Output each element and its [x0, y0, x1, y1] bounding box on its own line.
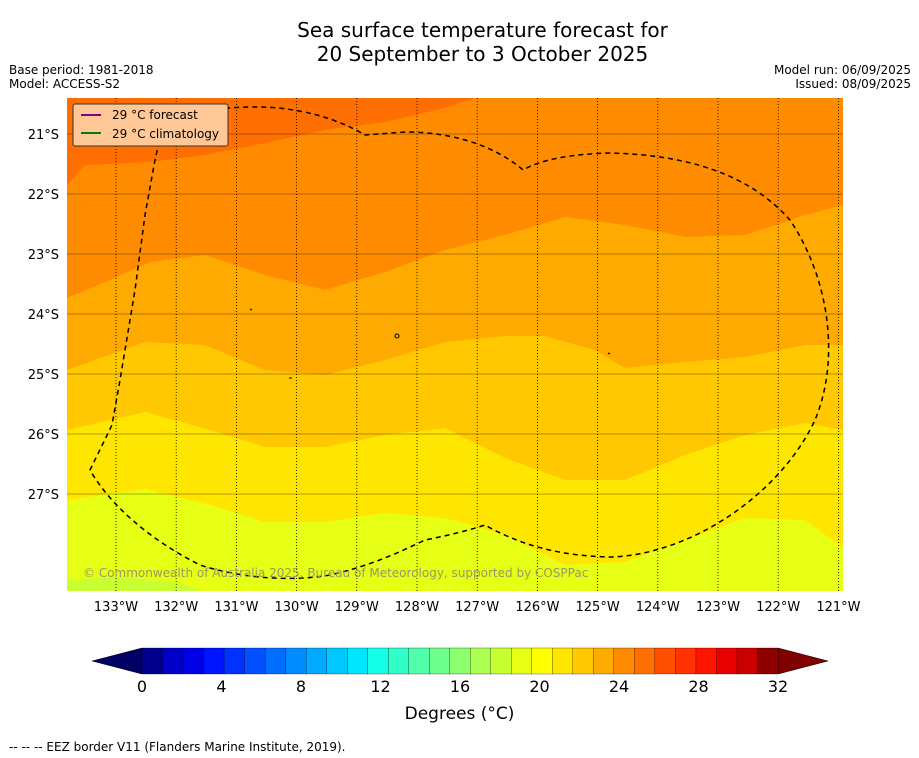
sst-map: © Commonwealth of Australia 2025, Bureau… — [67, 98, 843, 591]
colorbar-under-arrow — [91, 647, 143, 675]
lon-label: 131°W — [214, 600, 258, 615]
lon-label: 121°W — [816, 600, 860, 615]
island-marker — [249, 308, 253, 311]
colorbar-segment — [593, 647, 615, 675]
colorbar-label: Degrees (°C) — [0, 704, 919, 724]
lon-label: 126°W — [515, 600, 559, 615]
colorbar-segment — [470, 647, 492, 675]
colorbar-segment — [449, 647, 471, 675]
lon-label: 129°W — [335, 600, 379, 615]
latitude-labels: 21°S 22°S 23°S 24°S 25°S 26°S 27°S — [28, 128, 59, 503]
colorbar-tick-label: 32 — [768, 677, 788, 696]
colorbar-tick-label: 16 — [450, 677, 470, 696]
colorbar-segment — [244, 647, 266, 675]
colorbar-segment — [182, 647, 204, 675]
lon-label: 132°W — [154, 600, 198, 615]
lon-label: 124°W — [636, 600, 680, 615]
colorbar-tick-label: 0 — [137, 677, 147, 696]
colorbar-tick-label: 8 — [296, 677, 306, 696]
longitude-labels: 133°W 132°W 131°W 130°W 129°W 128°W 127°W 126°W… — [94, 600, 861, 615]
colorbar-tick-label: 28 — [688, 677, 708, 696]
island-marker — [394, 333, 400, 339]
legend-box — [72, 103, 229, 147]
legend-forecast-label: 29 °C forecast — [112, 108, 198, 122]
colorbar-segment — [429, 647, 451, 675]
title-line-2: 20 September to 3 October 2025 — [316, 42, 649, 66]
meta-left: Base period: 1981-2018 Model: ACCESS-S2 — [9, 63, 154, 91]
legend-climatology-label: 29 °C climatology — [112, 127, 219, 141]
colorbar-segment — [716, 647, 738, 675]
colorbar-segment — [326, 647, 348, 675]
band-25-26 — [67, 98, 843, 298]
colorbar-segment — [203, 647, 225, 675]
map-legend: 29 °C forecast 29 °C climatology — [72, 103, 229, 147]
band-20-21 — [67, 577, 200, 591]
model-run: Model run: 06/09/2025 — [773, 63, 911, 77]
colorbar-tick-label: 4 — [216, 677, 226, 696]
colorbar-tick-label: 12 — [370, 677, 390, 696]
eez-border — [89, 106, 830, 580]
colorbar-segment — [285, 647, 307, 675]
colorbar-segment — [511, 647, 533, 675]
colorbar-segment — [757, 647, 779, 675]
colorbar-label-text: Degrees (°C) — [404, 704, 515, 724]
island-marker — [607, 352, 611, 355]
eez-footnote: -- -- -- EEZ border V11 (Flanders Marine… — [9, 740, 346, 754]
colorbar-segment — [367, 647, 389, 675]
lon-label: 127°W — [455, 600, 499, 615]
colorbar-segment — [264, 647, 287, 675]
lat-label: 21°S — [28, 128, 59, 143]
title-line-1: Sea surface temperature forecast for — [297, 18, 668, 42]
lat-label: 27°S — [28, 488, 59, 503]
colorbar-segment — [675, 647, 697, 675]
lon-label: 122°W — [756, 600, 800, 615]
lon-label: 123°W — [696, 600, 740, 615]
issued-date: Issued: 08/09/2025 — [795, 77, 911, 91]
lon-label: 125°W — [576, 600, 620, 615]
copyright-notice: © Commonwealth of Australia 2025, Bureau… — [83, 566, 588, 580]
base-period: Base period: 1981-2018 — [9, 63, 154, 77]
colorbar-segment — [736, 647, 758, 675]
lon-label: 133°W — [94, 600, 138, 615]
meta-right: Model run: 06/09/2025 Issued: 08/09/2025 — [774, 63, 911, 91]
colorbar-segment — [162, 647, 184, 675]
lat-label: 23°S — [28, 248, 59, 263]
model-name: Model: ACCESS-S2 — [9, 77, 121, 91]
colorbar-segment — [572, 647, 594, 675]
colorbar-segment — [388, 647, 410, 675]
colorbar-segment — [695, 647, 717, 675]
colorbar-segment — [613, 647, 635, 675]
lat-label: 25°S — [28, 368, 59, 383]
colorbar-over-arrow — [777, 647, 829, 675]
lon-label: 130°W — [275, 600, 319, 615]
chart-title: Sea surface temperature forecast for 20 … — [0, 18, 919, 66]
colorbar-segment — [408, 647, 430, 675]
lat-label: 26°S — [28, 428, 59, 443]
colorbar-segment — [634, 647, 656, 675]
colorbar-segment — [223, 647, 246, 675]
colorbar-segment — [531, 647, 553, 675]
colorbar-segment — [552, 647, 574, 675]
lon-label: 128°W — [395, 600, 439, 615]
colorbar-segment — [347, 647, 369, 675]
colorbar: 0 4 8 12 16 20 24 28 32 — [91, 647, 829, 696]
lat-label: 24°S — [28, 308, 59, 323]
lat-label: 22°S — [28, 188, 59, 203]
colorbar-segment — [305, 647, 328, 675]
colorbar-segment — [654, 647, 676, 675]
colorbar-segment — [141, 647, 163, 675]
colorbar-segment — [490, 647, 512, 675]
colorbar-tick-label: 20 — [529, 677, 549, 696]
colorbar-tick-label: 24 — [609, 677, 629, 696]
